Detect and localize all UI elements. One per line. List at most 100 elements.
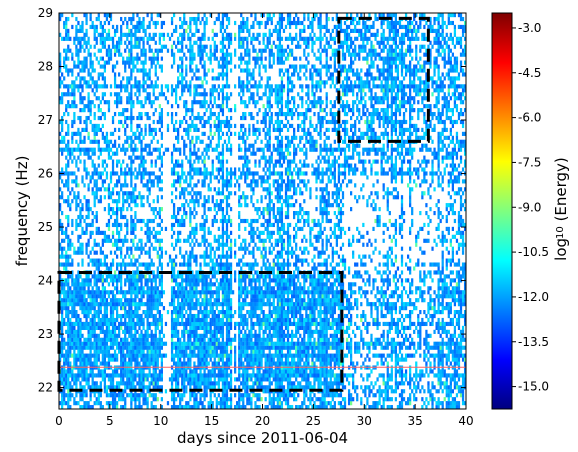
heatmap-cell-975: [93, 325, 96, 330]
heatmap-cell-1203: [101, 325, 104, 330]
heatmap-cell-1150: [99, 341, 102, 346]
heatmap-cell-2884: [160, 155, 163, 160]
heatmap-cell-1082: [97, 401, 100, 406]
heatmap-cell-3599: [193, 337, 196, 342]
heatmap-cell-1328: [105, 262, 109, 267]
heatmap-cell-2052: [132, 341, 135, 346]
heatmap-cell-4470: [221, 48, 225, 53]
heatmap-cell-3906: [203, 282, 206, 287]
heatmap-cell-765: [85, 222, 88, 228]
heatmap-cell-768: [85, 203, 88, 208]
heatmap-cell-2530: [148, 310, 151, 315]
heatmap-cell-1348: [105, 32, 109, 37]
heatmap-cell-1496: [111, 171, 115, 176]
heatmap-cell-2023: [130, 96, 133, 101]
heatmap-cell-2329: [140, 143, 143, 148]
heatmap-cell-3094: [175, 159, 178, 164]
heatmap-cell-1405: [107, 13, 111, 18]
heatmap-cell-3674: [195, 278, 198, 283]
heatmap-cell-2631: [152, 393, 155, 398]
heatmap-cell-1392: [107, 139, 111, 144]
heatmap-cell-4744: [234, 357, 237, 362]
heatmap-cell-72: [61, 317, 64, 323]
heatmap-cell-597: [79, 199, 82, 204]
heatmap-cell-1476: [111, 310, 115, 315]
heatmap-cell-2708: [154, 298, 157, 303]
heatmap-cell-3925: [203, 183, 206, 188]
heatmap-cell-1237: [101, 44, 104, 49]
heatmap-cell-1019: [93, 44, 96, 49]
heatmap-cell-3124: [177, 333, 180, 338]
heatmap-cell-4144: [211, 258, 214, 263]
heatmap-cell-1966: [130, 361, 133, 366]
heatmap-cell-1608: [115, 171, 119, 176]
heatmap-cell-606: [79, 108, 82, 113]
heatmap-cell-3149: [177, 163, 180, 168]
heatmap-cell-3868: [201, 64, 204, 69]
heatmap-cell-250: [67, 282, 70, 287]
heatmap-cell-4444: [221, 175, 225, 180]
heatmap-cell-4169: [213, 377, 216, 382]
heatmap-cell-660: [81, 147, 84, 152]
heatmap-cell-104: [61, 100, 64, 105]
heatmap-cell-3336: [183, 32, 186, 37]
heatmap-cell-1281: [103, 167, 107, 172]
heatmap-cell-3822: [201, 381, 204, 386]
heatmap-cell-3871: [201, 48, 204, 53]
heatmap-cell-3749: [197, 127, 200, 132]
heatmap-cell-3011: [172, 357, 176, 362]
heatmap-cell-1556: [113, 76, 117, 81]
heatmap-cell-4301: [217, 262, 220, 267]
heatmap-cell-3215: [179, 32, 182, 37]
heatmap-cell-1386: [107, 187, 111, 192]
heatmap-cell-4059: [209, 385, 212, 390]
heatmap-cell-2437: [144, 143, 147, 148]
heatmap-cell-4536: [225, 385, 229, 390]
heatmap-cell-1926: [128, 278, 131, 283]
heatmap-cell-2531: [148, 306, 151, 311]
heatmap-cell-1761: [122, 214, 125, 220]
heatmap-cell-717: [83, 119, 86, 125]
heatmap-cell-1066: [95, 171, 98, 176]
heatmap-cell-1090: [97, 357, 100, 362]
heatmap-cell-939: [91, 191, 94, 196]
heatmap-cell-1359: [107, 357, 111, 362]
heatmap-cell-615: [79, 48, 82, 53]
heatmap-cell-2365: [142, 317, 145, 323]
heatmap-cell-204: [65, 108, 68, 113]
heatmap-cell-2492: [146, 222, 149, 228]
heatmap-cell-2520: [148, 361, 151, 366]
heatmap-cell-1247: [103, 373, 107, 378]
heatmap-cell-512: [77, 341, 80, 346]
heatmap-cell-3399: [187, 373, 190, 378]
heatmap-cell-4115: [211, 405, 214, 409]
heatmap-cell-2349: [142, 385, 145, 390]
heatmap-cell-2585: [150, 349, 153, 354]
heatmap-cell-4467: [221, 60, 225, 65]
heatmap-cell-2148: [134, 147, 137, 152]
heatmap-cell-4707: [229, 238, 233, 243]
heatmap-cell-4514: [223, 195, 227, 200]
heatmap-cell-2098: [132, 13, 135, 18]
heatmap-cell-4176: [213, 349, 216, 354]
heatmap-cell-3617: [193, 234, 196, 239]
heatmap-cell-3865: [201, 92, 204, 97]
heatmap-cell-1398: [107, 52, 111, 57]
heatmap-cell-2777: [156, 155, 159, 160]
heatmap-cell-2707: [154, 302, 157, 307]
heatmap-cell-1727: [120, 40, 123, 45]
heatmap-cell-3662: [195, 329, 198, 334]
heatmap-cell-3578: [191, 52, 194, 57]
heatmap-cell-703: [83, 278, 86, 283]
heatmap-cell-578: [79, 321, 82, 327]
heatmap-cell-3750: [197, 115, 200, 121]
heatmap-cell-1725: [120, 80, 123, 85]
heatmap-cell-3921: [203, 207, 206, 212]
heatmap-cell-317: [69, 302, 72, 307]
heatmap-cell-1659: [118, 135, 121, 140]
heatmap-cell-1074: [95, 84, 98, 89]
heatmap-cell-1079: [95, 28, 98, 33]
heatmap-cell-2488: [146, 238, 149, 243]
heatmap-cell-1598: [115, 222, 119, 228]
heatmap-cell-2213: [136, 56, 139, 61]
